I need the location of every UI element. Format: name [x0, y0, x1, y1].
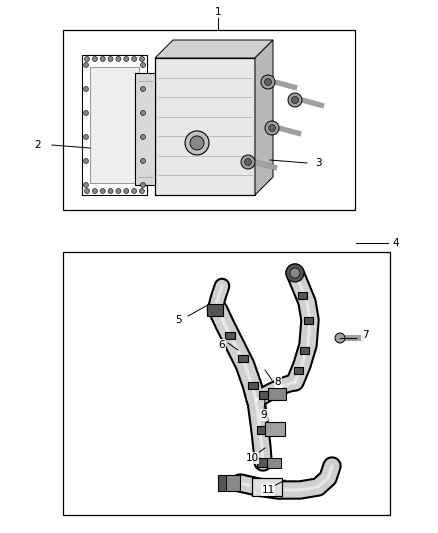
Bar: [267, 458, 281, 468]
Polygon shape: [155, 40, 273, 58]
Circle shape: [185, 131, 209, 155]
Circle shape: [85, 56, 89, 61]
Circle shape: [141, 158, 145, 164]
Circle shape: [141, 134, 145, 140]
Circle shape: [100, 56, 105, 61]
Text: 6: 6: [219, 340, 225, 350]
Bar: [82, 55, 147, 195]
Text: 8: 8: [275, 377, 281, 387]
Circle shape: [288, 93, 302, 107]
Text: 7: 7: [362, 330, 368, 340]
Circle shape: [141, 62, 145, 68]
Circle shape: [139, 189, 145, 193]
Text: 6: 6: [219, 340, 225, 350]
Circle shape: [84, 110, 88, 116]
Circle shape: [141, 110, 145, 116]
Bar: [218, 475, 226, 491]
Bar: [257, 426, 267, 434]
Bar: [63, 252, 390, 515]
Circle shape: [92, 56, 97, 61]
Circle shape: [335, 333, 345, 343]
Circle shape: [141, 86, 145, 92]
Circle shape: [84, 182, 88, 188]
Circle shape: [290, 268, 300, 278]
Text: 5: 5: [175, 315, 181, 325]
Bar: [155, 58, 255, 195]
Text: 7: 7: [362, 330, 368, 340]
Bar: [304, 317, 312, 324]
Text: 2: 2: [35, 140, 41, 150]
Circle shape: [84, 86, 88, 92]
Text: 3: 3: [314, 158, 321, 168]
Bar: [293, 367, 303, 374]
Circle shape: [139, 56, 145, 61]
Circle shape: [116, 56, 121, 61]
Circle shape: [190, 136, 204, 150]
Circle shape: [108, 189, 113, 193]
Bar: [135, 73, 155, 185]
Circle shape: [265, 121, 279, 135]
Circle shape: [265, 78, 272, 85]
Circle shape: [241, 155, 255, 169]
Circle shape: [132, 189, 137, 193]
Bar: [238, 354, 248, 361]
Bar: [268, 388, 286, 400]
Text: 10: 10: [245, 453, 258, 463]
Text: 3: 3: [314, 158, 321, 168]
Text: 1: 1: [215, 7, 221, 17]
Circle shape: [292, 96, 299, 103]
Circle shape: [100, 189, 105, 193]
Text: 4: 4: [393, 238, 399, 248]
Bar: [225, 332, 235, 338]
Bar: [258, 391, 269, 399]
Bar: [90, 67, 139, 183]
Text: 11: 11: [261, 485, 275, 495]
Text: 8: 8: [275, 377, 281, 387]
Circle shape: [261, 75, 275, 89]
Text: 10: 10: [245, 453, 258, 463]
Circle shape: [84, 62, 88, 68]
Text: 9: 9: [261, 410, 267, 420]
Text: 4: 4: [393, 238, 399, 248]
Text: 1: 1: [215, 7, 221, 17]
Text: 5: 5: [175, 315, 181, 325]
Bar: [265, 422, 285, 436]
Circle shape: [92, 189, 97, 193]
Circle shape: [244, 158, 251, 166]
Bar: [252, 478, 282, 496]
Bar: [218, 475, 240, 491]
Circle shape: [108, 56, 113, 61]
Text: 9: 9: [261, 410, 267, 420]
Bar: [257, 457, 269, 466]
Text: 2: 2: [35, 140, 41, 150]
Circle shape: [84, 134, 88, 140]
Circle shape: [268, 125, 276, 132]
Circle shape: [124, 56, 129, 61]
Polygon shape: [255, 40, 273, 195]
Bar: [297, 292, 307, 298]
Circle shape: [124, 189, 129, 193]
Text: 11: 11: [261, 485, 275, 495]
Circle shape: [85, 189, 89, 193]
Circle shape: [141, 182, 145, 188]
Circle shape: [132, 56, 137, 61]
Bar: [207, 304, 223, 316]
Circle shape: [116, 189, 121, 193]
Bar: [300, 346, 308, 353]
Bar: [63, 30, 355, 210]
Circle shape: [286, 264, 304, 282]
Circle shape: [84, 158, 88, 164]
Bar: [248, 382, 258, 389]
